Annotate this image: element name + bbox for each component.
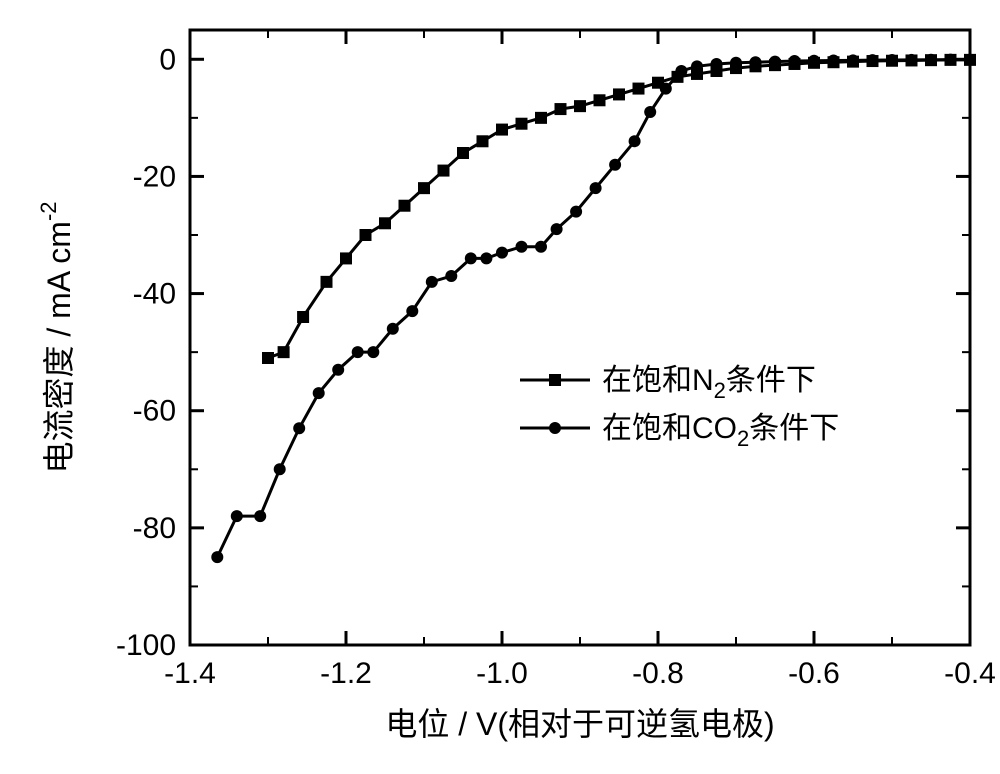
legend-label-N2: 在饱和N2条件下 [602,364,816,403]
marker-CO2 [570,206,582,218]
marker-CO2 [808,55,820,67]
marker-CO2 [293,422,305,434]
y-tick-label: -40 [133,278,176,311]
marker-CO2 [769,56,781,68]
marker-CO2 [332,364,344,376]
marker-N2 [438,165,450,177]
marker-CO2 [406,305,418,317]
marker-N2 [535,112,547,124]
legend-marker-CO2 [549,422,561,434]
marker-CO2 [590,182,602,194]
marker-N2 [278,346,290,358]
marker-CO2 [945,54,957,66]
series-line-N2 [268,60,970,358]
marker-N2 [321,276,333,288]
marker-CO2 [535,241,547,253]
marker-N2 [496,124,508,136]
marker-CO2 [886,54,898,66]
marker-CO2 [847,54,859,66]
marker-N2 [340,252,352,264]
marker-CO2 [445,270,457,282]
marker-CO2 [465,252,477,264]
marker-CO2 [254,510,266,522]
legend-label-CO2: 在饱和CO2条件下 [602,412,839,451]
x-tick-label: -1.2 [320,657,372,690]
marker-CO2 [906,54,918,66]
marker-CO2 [925,54,937,66]
marker-CO2 [691,60,703,72]
marker-N2 [555,103,567,115]
x-tick-label: -0.8 [632,657,684,690]
marker-CO2 [231,510,243,522]
x-tick-label: -0.4 [944,657,996,690]
marker-CO2 [789,55,801,67]
x-axis-label: 电位 / V(相对于可逆氢电极) [385,706,774,742]
chart-container: -1.4-1.2-1.0-0.8-0.6-0.4-100-80-60-40-20… [0,0,1000,774]
marker-CO2 [644,106,656,118]
y-tick-label: -80 [133,512,176,545]
series-line-CO2 [217,60,970,558]
marker-CO2 [867,54,879,66]
marker-CO2 [480,252,492,264]
marker-N2 [399,200,411,212]
marker-N2 [297,311,309,323]
marker-N2 [477,135,489,147]
marker-CO2 [675,65,687,77]
marker-CO2 [426,276,438,288]
marker-CO2 [496,247,508,259]
x-tick-label: -0.6 [788,657,840,690]
plot-border [190,30,970,645]
y-tick-label: -100 [116,629,176,662]
marker-CO2 [629,135,641,147]
marker-CO2 [387,323,399,335]
marker-N2 [262,352,274,364]
marker-CO2 [609,159,621,171]
y-tick-label: 0 [159,43,176,76]
marker-CO2 [313,387,325,399]
y-axis-label: 电流密度 / mA cm-2 [36,201,77,473]
marker-CO2 [367,346,379,358]
marker-CO2 [660,83,672,95]
marker-CO2 [828,54,840,66]
marker-N2 [613,88,625,100]
marker-N2 [379,217,391,229]
marker-CO2 [551,223,563,235]
marker-N2 [418,182,430,194]
x-tick-label: -1.0 [476,657,528,690]
marker-N2 [574,100,586,112]
y-tick-label: -20 [133,160,176,193]
marker-CO2 [274,463,286,475]
marker-CO2 [964,54,976,66]
lsv-chart: -1.4-1.2-1.0-0.8-0.6-0.4-100-80-60-40-20… [0,0,1000,774]
y-tick-label: -60 [133,395,176,428]
marker-N2 [360,229,372,241]
marker-CO2 [516,241,528,253]
marker-CO2 [750,56,762,68]
marker-N2 [633,83,645,95]
marker-CO2 [352,346,364,358]
marker-CO2 [711,58,723,70]
marker-N2 [594,94,606,106]
legend-marker-N2 [549,374,561,386]
marker-CO2 [730,57,742,69]
marker-CO2 [211,551,223,563]
marker-N2 [457,147,469,159]
marker-N2 [516,118,528,130]
